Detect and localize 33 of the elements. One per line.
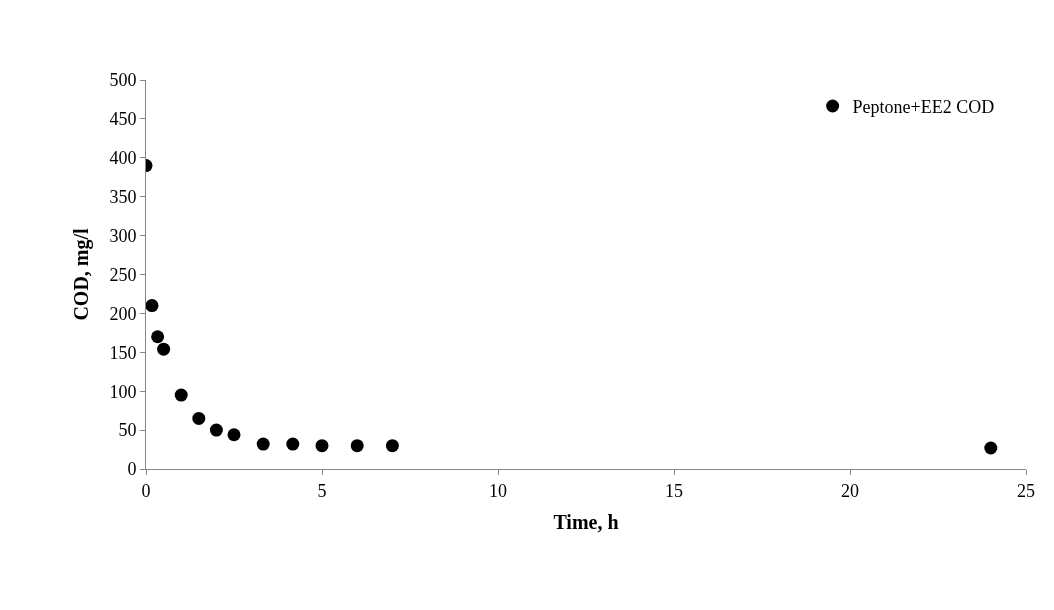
x-tick-label: 20 bbox=[841, 480, 859, 501]
y-tick-label: 250 bbox=[109, 264, 137, 285]
point bbox=[350, 439, 364, 453]
point bbox=[286, 437, 300, 451]
point bbox=[192, 411, 206, 425]
point bbox=[151, 330, 165, 344]
y-axis-title: COD, mg/l bbox=[69, 227, 93, 321]
y-tick-label: 200 bbox=[109, 303, 137, 324]
x-tick-label: 15 bbox=[665, 480, 683, 501]
x-tick-label: 5 bbox=[317, 480, 327, 501]
y-tick-label: 450 bbox=[109, 109, 137, 130]
point bbox=[984, 441, 998, 455]
x-tick-label: 0 bbox=[141, 480, 151, 501]
point bbox=[174, 388, 188, 402]
y-tick-label: 400 bbox=[109, 148, 137, 169]
point bbox=[256, 437, 270, 451]
point bbox=[227, 428, 241, 442]
point bbox=[315, 439, 329, 453]
y-tick-label: 100 bbox=[109, 381, 137, 402]
point bbox=[157, 342, 171, 356]
y-tick-label: 300 bbox=[109, 225, 137, 246]
x-tick-label: 10 bbox=[489, 480, 507, 501]
y-tick-label: 350 bbox=[109, 187, 137, 207]
y-tick-label: 50 bbox=[118, 420, 137, 441]
point bbox=[209, 423, 223, 437]
x-tick-label: 25 bbox=[1017, 480, 1035, 501]
point bbox=[385, 439, 399, 453]
x-axis-title: Time, h bbox=[553, 511, 619, 534]
point bbox=[146, 299, 159, 313]
y-tick-label: 150 bbox=[109, 342, 137, 363]
y-tick-label: 500 bbox=[109, 70, 137, 91]
legend-label: Peptone+EE2 COD bbox=[852, 97, 995, 117]
y-tick-label: 0 bbox=[127, 459, 137, 480]
